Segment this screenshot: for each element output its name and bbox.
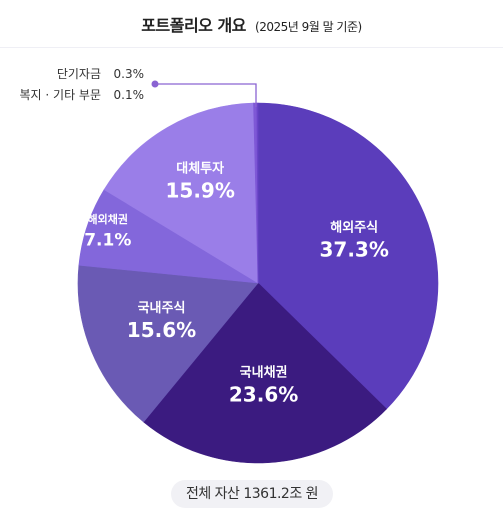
total-assets-badge: 전체 자산 1361.2조 원: [171, 480, 333, 508]
pie-slice-1: [257, 102, 439, 410]
slice-value-4: 7.1%: [84, 230, 131, 250]
slice-value-2: 23.6%: [229, 382, 298, 406]
pie-chart: 해외주식 37.3% 국내채권 23.6% 국내주식 15.6% 해외채권 7.1% 대체투자 1…: [20, 67, 439, 464]
slice-label-5: 대체투자: [176, 161, 224, 176]
slice-value-3: 15.6%: [127, 318, 196, 342]
pie-slice-5: [103, 102, 259, 284]
slice-value-5: 15.9%: [166, 178, 235, 202]
callout-line: [155, 83, 257, 107]
callout-label-1: 단기자금: [57, 67, 101, 81]
pie-slice-3: [77, 264, 259, 423]
pie-labels: 해외주식 37.3% 국내채권 23.6% 국내주식 15.6% 해외채권 7.1% 대체투자 1…: [84, 161, 389, 406]
chart-title-text: 포트폴리오 개요: [141, 16, 246, 35]
slice-label-4: 해외채권: [88, 212, 128, 226]
pie-slice-7: [256, 102, 259, 284]
callout-label-2: 복지 · 기타 부문: [20, 88, 102, 102]
chart-subtitle: (2025년 9월 말 기준): [255, 20, 362, 34]
slice-label-3: 국내주식: [138, 300, 186, 316]
pie-slices: [77, 102, 439, 464]
callout-value-1: 0.3%: [114, 67, 145, 81]
callout-dot: [151, 80, 159, 88]
pie-slice-2: [143, 282, 387, 464]
chart-title: 포트폴리오 개요 (2025년 9월 말 기준): [0, 12, 503, 36]
slice-label-2: 국내채권: [240, 364, 288, 380]
callout-value-2: 0.1%: [114, 88, 145, 102]
slice-label-1: 해외주식: [330, 220, 378, 236]
small-slices-callout: 단기자금 0.3% 복지 · 기타 부문 0.1%: [20, 67, 257, 107]
title-divider: [0, 47, 503, 48]
slice-value-1: 37.3%: [320, 238, 389, 262]
